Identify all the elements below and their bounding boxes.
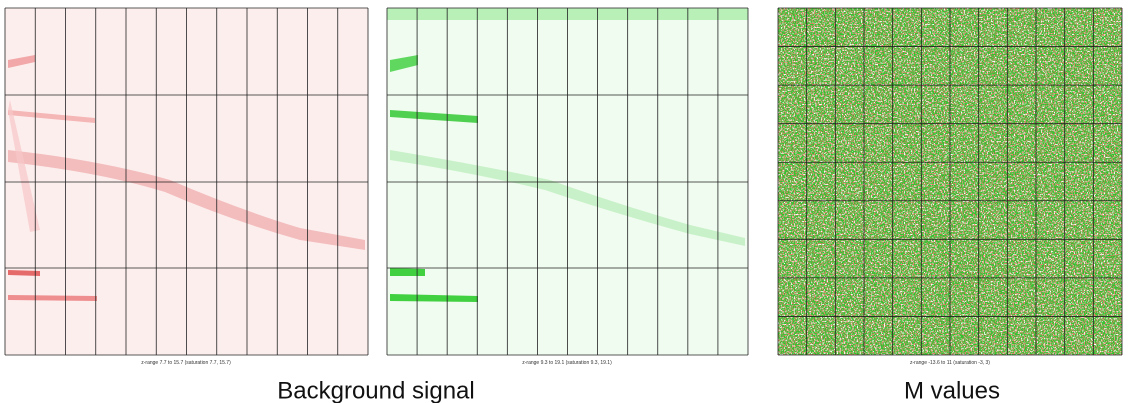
panel-label: M values xyxy=(904,377,1000,403)
streak xyxy=(390,55,418,72)
streak xyxy=(390,294,478,302)
grids xyxy=(4,7,1123,356)
streak xyxy=(390,268,425,276)
streak xyxy=(8,100,40,232)
streak xyxy=(390,150,745,246)
streak xyxy=(390,110,478,123)
streak xyxy=(8,295,97,301)
streak xyxy=(8,110,95,123)
panel-caption: z-range 9.3 to 19.1 (saturation 9.3, 19.… xyxy=(522,360,612,366)
panel-caption: z-range -13.6 to 11 (saturation -3, 3) xyxy=(910,360,990,366)
panel-label: Background signal xyxy=(277,377,474,403)
streak xyxy=(8,270,40,276)
panel-caption: z-range 7.7 to 15.7 (saturation 7.7, 15.… xyxy=(141,360,231,366)
streak xyxy=(8,55,35,68)
